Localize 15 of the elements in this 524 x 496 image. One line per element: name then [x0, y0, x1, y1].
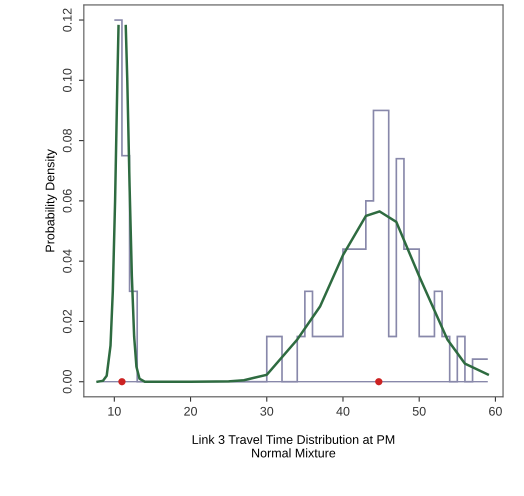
x-tick-label: 60 — [489, 406, 502, 416]
x-tick-label: 10 — [108, 406, 121, 416]
x-tick-label: 50 — [412, 406, 426, 416]
y-tick-label: 0.00 — [62, 370, 72, 394]
x-axis-title: Link 3 Travel Time Distribution at PM Normal Mixture — [192, 434, 394, 458]
x-tick-label: 30 — [260, 406, 274, 416]
y-axis-title: Probability Density — [45, 149, 57, 252]
x-tick-label: 20 — [184, 406, 198, 416]
y-tick-label: 0.12 — [62, 8, 72, 32]
y-tick-label: 0.06 — [62, 189, 72, 213]
x-tick-label: 40 — [336, 406, 350, 416]
y-tick-label: 0.02 — [62, 310, 72, 334]
y-tick-label: 0.04 — [62, 249, 72, 273]
y-tick-label: 0.10 — [62, 68, 72, 92]
y-tick-label: 0.08 — [62, 128, 72, 152]
